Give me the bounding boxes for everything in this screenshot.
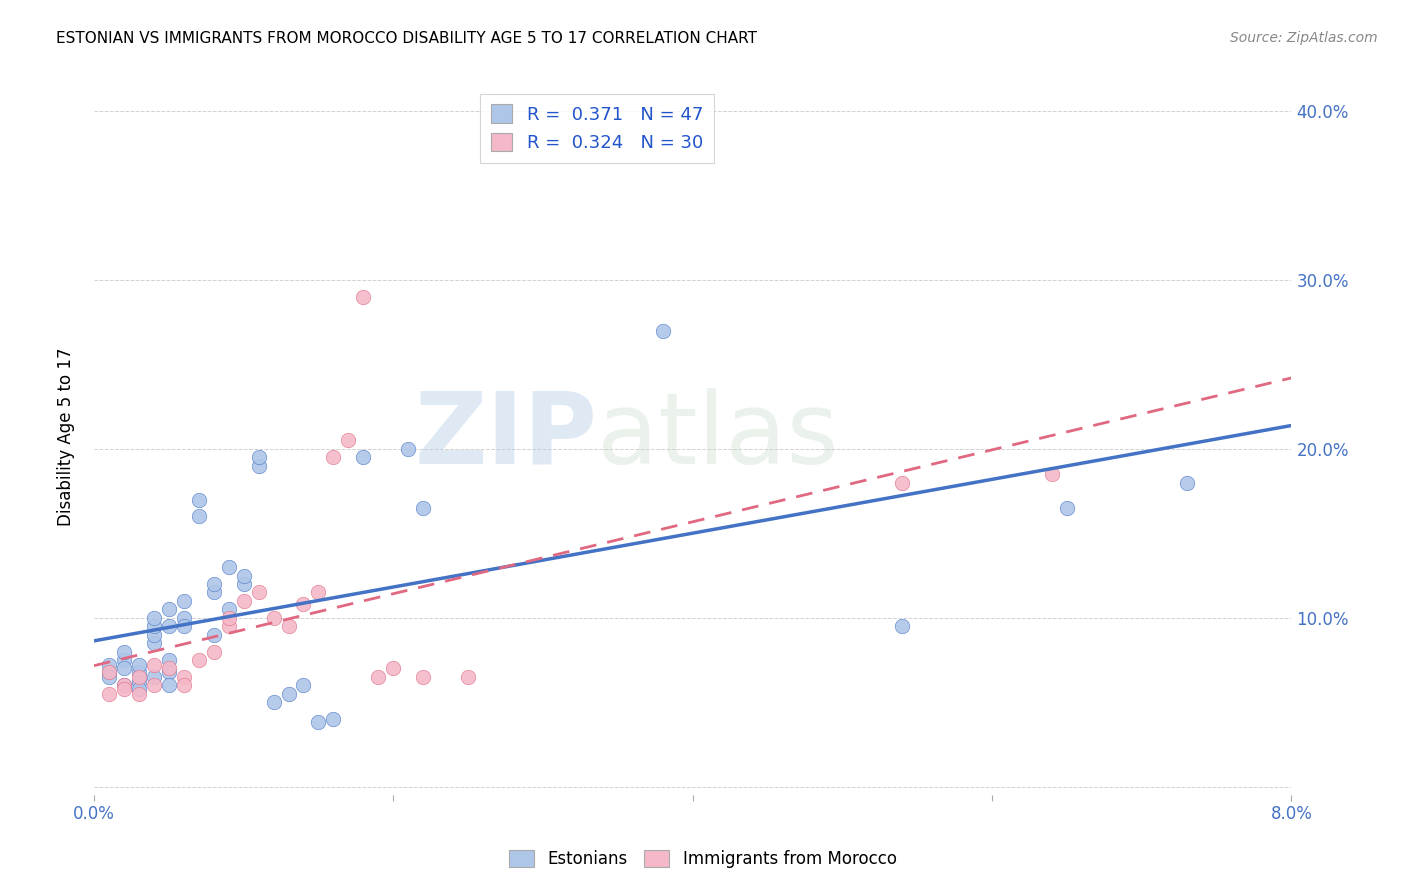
Point xyxy=(173,611,195,625)
Point xyxy=(128,665,150,679)
Point xyxy=(277,619,299,633)
Point xyxy=(157,665,180,679)
Point xyxy=(202,627,225,641)
Point xyxy=(396,442,419,456)
Point xyxy=(232,594,254,608)
Point xyxy=(218,619,240,633)
Point xyxy=(187,509,209,524)
Point xyxy=(128,687,150,701)
Point xyxy=(232,568,254,582)
Point xyxy=(142,619,165,633)
Point xyxy=(112,681,135,696)
Point xyxy=(97,658,120,673)
Point xyxy=(322,712,344,726)
Point xyxy=(337,434,360,448)
Point xyxy=(1175,475,1198,490)
Legend: Estonians, Immigrants from Morocco: Estonians, Immigrants from Morocco xyxy=(502,843,904,875)
Point xyxy=(292,678,315,692)
Point xyxy=(382,661,405,675)
Point xyxy=(247,458,270,473)
Point xyxy=(187,492,209,507)
Point xyxy=(457,670,479,684)
Point xyxy=(112,661,135,675)
Point xyxy=(412,501,434,516)
Point xyxy=(202,644,225,658)
Point xyxy=(1056,501,1078,516)
Point xyxy=(292,597,315,611)
Point xyxy=(232,577,254,591)
Point xyxy=(263,695,285,709)
Text: Source: ZipAtlas.com: Source: ZipAtlas.com xyxy=(1230,31,1378,45)
Point xyxy=(112,678,135,692)
Point xyxy=(891,475,914,490)
Point xyxy=(1040,467,1063,482)
Point xyxy=(322,450,344,465)
Point xyxy=(142,611,165,625)
Point xyxy=(128,674,150,689)
Point xyxy=(142,636,165,650)
Point xyxy=(142,678,165,692)
Point xyxy=(352,290,374,304)
Point xyxy=(187,653,209,667)
Point xyxy=(97,665,120,679)
Point xyxy=(142,670,165,684)
Point xyxy=(412,670,434,684)
Point xyxy=(218,560,240,574)
Point xyxy=(263,611,285,625)
Point xyxy=(173,619,195,633)
Point xyxy=(157,661,180,675)
Text: ESTONIAN VS IMMIGRANTS FROM MOROCCO DISABILITY AGE 5 TO 17 CORRELATION CHART: ESTONIAN VS IMMIGRANTS FROM MOROCCO DISA… xyxy=(56,31,758,46)
Point xyxy=(308,715,330,730)
Point xyxy=(97,687,120,701)
Point xyxy=(97,670,120,684)
Point xyxy=(352,450,374,465)
Point xyxy=(218,602,240,616)
Point xyxy=(112,678,135,692)
Point xyxy=(128,681,150,696)
Point xyxy=(367,670,389,684)
Text: ZIP: ZIP xyxy=(413,388,598,484)
Point xyxy=(157,602,180,616)
Point xyxy=(173,594,195,608)
Point xyxy=(202,585,225,599)
Point xyxy=(247,450,270,465)
Point xyxy=(308,585,330,599)
Point xyxy=(142,658,165,673)
Point xyxy=(128,670,150,684)
Y-axis label: Disability Age 5 to 17: Disability Age 5 to 17 xyxy=(58,347,75,525)
Point xyxy=(651,324,673,338)
Point xyxy=(112,653,135,667)
Point xyxy=(173,670,195,684)
Point xyxy=(157,678,180,692)
Point xyxy=(247,585,270,599)
Point xyxy=(157,653,180,667)
Point xyxy=(128,658,150,673)
Text: atlas: atlas xyxy=(598,388,838,484)
Legend: R =  0.371   N = 47, R =  0.324   N = 30: R = 0.371 N = 47, R = 0.324 N = 30 xyxy=(479,94,714,163)
Point xyxy=(157,619,180,633)
Point xyxy=(142,627,165,641)
Point xyxy=(202,577,225,591)
Point xyxy=(112,644,135,658)
Point xyxy=(173,678,195,692)
Point xyxy=(218,611,240,625)
Point xyxy=(891,619,914,633)
Point xyxy=(277,687,299,701)
Point xyxy=(97,665,120,679)
